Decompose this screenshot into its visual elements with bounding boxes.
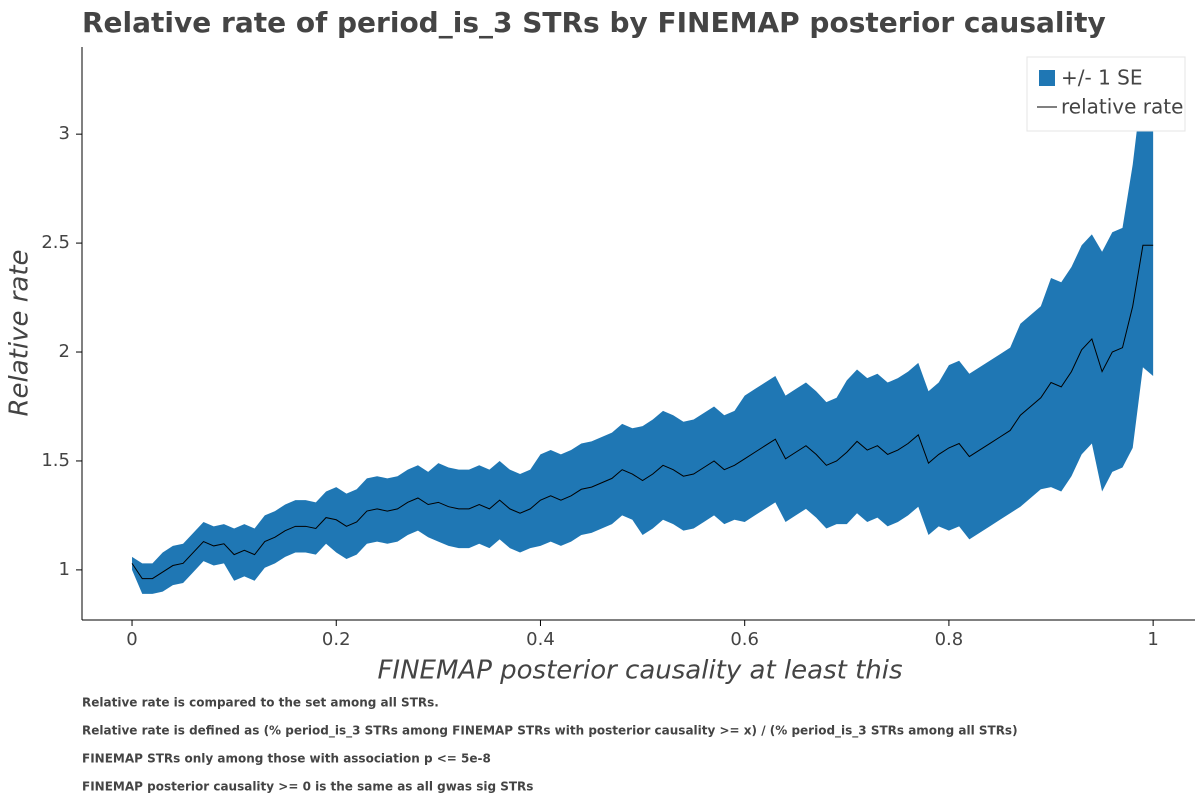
rate-line (131, 244, 1154, 580)
y-tick-label: 2 (59, 341, 70, 362)
footnote: Relative rate is defined as (% period_is… (82, 724, 1018, 739)
y-tick-label: 1.5 (41, 450, 70, 471)
legend-label: +/- 1 SE (1061, 66, 1142, 90)
legend-box (1026, 56, 1186, 132)
legend-swatch (1039, 70, 1055, 86)
x-tick-label: 0 (126, 629, 137, 650)
legend-label: relative rate (1061, 95, 1183, 119)
y-tick-label: 1 (59, 559, 70, 580)
x-tick-label: 0.4 (526, 629, 555, 650)
x-tick-label: 0.8 (935, 629, 964, 650)
y-axis-label: Relative rate (5, 249, 35, 416)
x-tick-label: 0.6 (730, 629, 759, 650)
footnote: FINEMAP posterior causality >= 0 is the … (82, 780, 533, 794)
x-axis-label: FINEMAP posterior causality at least thi… (377, 656, 902, 686)
footnote: FINEMAP STRs only among those with assoc… (82, 752, 491, 766)
x-tick-label: 1 (1147, 629, 1158, 650)
x-tick-label: 0.2 (322, 629, 351, 650)
y-tick-label: 3 (59, 123, 70, 144)
se-band (132, 79, 1154, 594)
y-tick-label: 2.5 (41, 232, 70, 253)
chart-title: Relative rate of period_is_3 STRs by FIN… (82, 6, 1106, 39)
footnote: Relative rate is compared to the set amo… (82, 696, 439, 710)
